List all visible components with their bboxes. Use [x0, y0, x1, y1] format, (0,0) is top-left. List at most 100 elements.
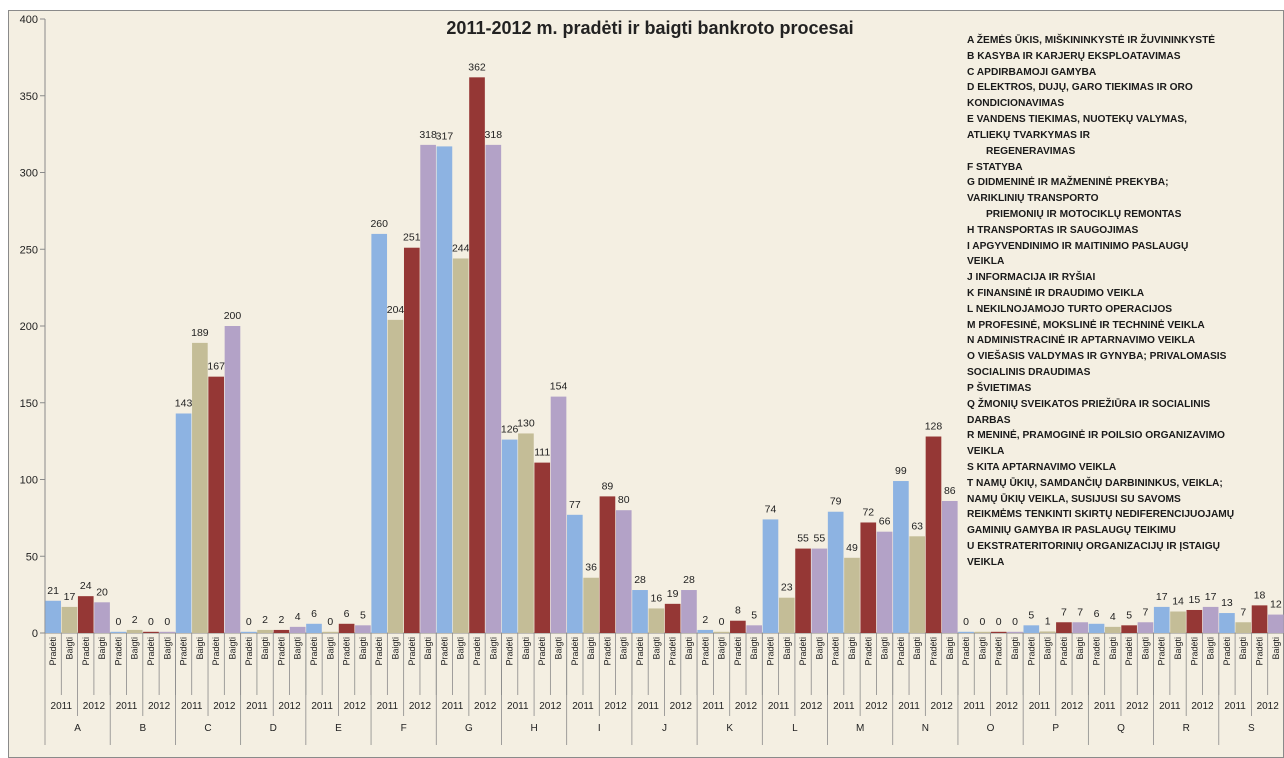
bar: [746, 625, 762, 633]
x-sub-label: Pradėti: [733, 637, 743, 666]
legend-line: S KITA APTARNAVIMO VEIKLA: [967, 461, 1117, 473]
bar-value-label: 126: [501, 424, 519, 436]
x-sub-label: Baigti: [162, 637, 172, 660]
x-sub-label: Baigti: [521, 637, 531, 660]
x-sub-label: Baigti: [1271, 637, 1281, 660]
bar: [1007, 631, 1023, 633]
bar: [909, 536, 926, 633]
bar: [77, 596, 94, 633]
x-group-label: M: [856, 723, 864, 734]
bar: [110, 631, 127, 633]
legend-line: VEIKLA: [967, 556, 1005, 568]
bar: [876, 531, 893, 633]
bar-value-label: 0: [996, 616, 1002, 628]
bar: [778, 597, 795, 633]
bar-value-label: 12: [1270, 599, 1282, 611]
bar-value-label: 21: [47, 585, 59, 597]
legend-line: ATLIEKŲ TVARKYMAS IR: [967, 129, 1090, 141]
bar-value-label: 4: [295, 611, 301, 623]
bar: [958, 631, 974, 633]
legend-line: N ADMINISTRACINĖ IR APTARNAVIMO VEIKLA: [967, 335, 1196, 347]
x-sub-label: Baigti: [423, 637, 433, 660]
bar-value-label: 244: [452, 242, 470, 254]
legend-line: R MENINĖ, PRAMOGINĖ IR POILSIO ORGANIZAV…: [967, 430, 1225, 442]
bar: [240, 631, 257, 633]
bar: [550, 396, 567, 633]
legend-line: REIKMĖMS TENKINTI SKIRTŲ NEDIFERENCIJUOJ…: [967, 509, 1235, 521]
bar: [681, 590, 697, 633]
bar-value-label: 7: [1143, 606, 1149, 618]
x-group-label: Q: [1117, 723, 1125, 734]
x-group-label: O: [987, 723, 995, 734]
bar: [518, 433, 534, 633]
bar-value-label: 0: [979, 616, 985, 628]
x-sub-label: Baigti: [1075, 637, 1085, 660]
bar: [713, 631, 730, 633]
x-sub-label: Pradėti: [1255, 637, 1265, 666]
legend-line: P ŠVIETIMAS: [967, 382, 1032, 394]
x-sub-label: Baigti: [358, 637, 368, 660]
bar: [257, 629, 273, 633]
bar: [436, 146, 453, 633]
bar-value-label: 0: [963, 616, 969, 628]
x-year-label: 2012: [539, 701, 562, 712]
x-group-label: K: [726, 723, 733, 734]
x-sub-label: Baigti: [782, 637, 792, 660]
bar: [860, 522, 877, 633]
x-year-label: 2011: [507, 701, 529, 712]
x-sub-label: Baigti: [1206, 637, 1216, 660]
bar-value-label: 17: [64, 591, 76, 603]
x-group-label: P: [1052, 723, 1059, 734]
x-group-label: J: [662, 723, 667, 734]
bar-value-label: 200: [224, 310, 242, 322]
bar-value-label: 5: [751, 609, 757, 621]
legend-line: Q ŽMONIŲ SVEIKATOS PRIEŽIŪRA IR SOCIALIN…: [967, 398, 1211, 410]
bar: [795, 548, 811, 633]
bar: [893, 481, 909, 633]
x-sub-label: Pradėti: [831, 637, 841, 666]
bar-value-label: 6: [1094, 608, 1100, 620]
x-sub-label: Pradėti: [1222, 637, 1232, 666]
bar-value-label: 55: [797, 533, 809, 545]
bar: [387, 319, 404, 633]
legend-line: VEIKLA: [967, 446, 1005, 458]
x-year-label: 2011: [637, 701, 659, 712]
bar-value-label: 260: [370, 218, 388, 230]
x-sub-label: Baigti: [554, 637, 564, 660]
bar: [1268, 614, 1284, 633]
legend-line: D ELEKTROS, DUJŲ, GARO TIEKIMAS IR ORO: [967, 82, 1193, 94]
x-group-label: B: [139, 723, 146, 734]
x-sub-label: Pradėti: [439, 637, 449, 666]
x-sub-label: Baigti: [391, 637, 401, 660]
y-tick-label: 50: [26, 551, 38, 563]
x-year-label: 2011: [768, 701, 790, 712]
bar: [567, 514, 583, 633]
bar: [615, 510, 632, 633]
x-sub-label: Pradėti: [407, 637, 417, 666]
y-tick-label: 400: [20, 14, 38, 26]
bar-value-label: 1: [1045, 615, 1051, 627]
x-sub-label: Pradėti: [113, 637, 123, 666]
x-sub-label: Baigti: [847, 637, 857, 660]
bar-value-label: 80: [618, 494, 630, 506]
bar-value-label: 0: [164, 616, 170, 628]
y-tick-label: 0: [32, 628, 38, 640]
bar: [762, 519, 779, 633]
bar-value-label: 0: [719, 616, 725, 628]
x-sub-label: Pradėti: [798, 637, 808, 666]
bar-value-label: 2: [702, 614, 708, 626]
bar-value-label: 167: [207, 361, 225, 373]
x-year-label: 2012: [604, 701, 627, 712]
x-sub-label: Pradėti: [765, 637, 775, 666]
bar: [322, 631, 339, 633]
x-sub-label: Baigti: [1043, 637, 1053, 660]
x-sub-label: Baigti: [1238, 637, 1248, 660]
bar-value-label: 66: [879, 516, 891, 528]
bar-value-label: 143: [175, 397, 193, 409]
x-sub-label: Pradėti: [994, 637, 1004, 666]
x-year-label: 2011: [442, 701, 464, 712]
x-year-label: 2011: [833, 701, 855, 712]
x-sub-label: Pradėti: [81, 637, 91, 666]
x-sub-label: Baigti: [977, 637, 987, 660]
bar: [583, 577, 599, 633]
